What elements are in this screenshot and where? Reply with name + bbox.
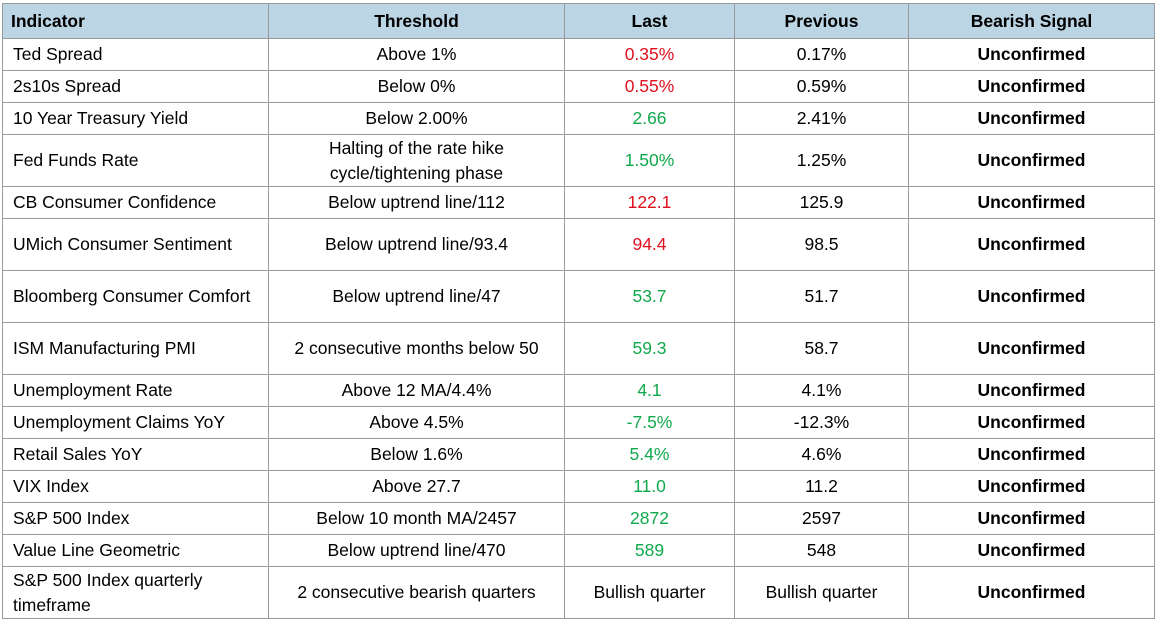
indicator-cell: Fed Funds Rate [2,134,269,187]
table-row: S&P 500 Index quarterly timeframe 2 cons… [2,566,1155,619]
previous-cell: 4.1% [734,374,909,407]
previous-cell: 58.7 [734,322,909,375]
previous-cell: 0.17% [734,38,909,71]
threshold-cell: Below uptrend line/47 [268,270,565,323]
table-row: ISM Manufacturing PMI 2 consecutive mont… [2,322,1155,375]
last-cell: 589 [564,534,735,567]
last-cell: 11.0 [564,470,735,503]
last-cell: 2872 [564,502,735,535]
threshold-cell: Below 0% [268,70,565,103]
indicator-cell: UMich Consumer Sentiment [2,218,269,271]
threshold-cell: Above 27.7 [268,470,565,503]
last-cell: Bullish quarter [564,566,735,619]
table-row: VIX Index Above 27.7 11.0 11.2 Unconfirm… [2,470,1155,503]
indicator-cell: CB Consumer Confidence [2,186,269,219]
indicator-table-wrapper: Indicator Threshold Last Previous Bearis… [2,3,1155,619]
indicator-cell: Ted Spread [2,38,269,71]
indicator-cell: S&P 500 Index [2,502,269,535]
header-threshold: Threshold [268,3,565,39]
signal-cell: Unconfirmed [908,134,1155,187]
indicator-cell: 10 Year Treasury Yield [2,102,269,135]
table-row: 2s10s Spread Below 0% 0.55% 0.59% Unconf… [2,70,1155,103]
threshold-cell: Below 2.00% [268,102,565,135]
bearish-indicator-table: Indicator Threshold Last Previous Bearis… [2,3,1155,619]
table-row: Unemployment Rate Above 12 MA/4.4% 4.1 4… [2,374,1155,407]
last-cell: 53.7 [564,270,735,323]
previous-cell: 11.2 [734,470,909,503]
last-cell: 4.1 [564,374,735,407]
last-cell: 94.4 [564,218,735,271]
last-cell: 5.4% [564,438,735,471]
threshold-cell: Above 12 MA/4.4% [268,374,565,407]
previous-cell: Bullish quarter [734,566,909,619]
signal-cell: Unconfirmed [908,566,1155,619]
threshold-cell: Below 10 month MA/2457 [268,502,565,535]
signal-cell: Unconfirmed [908,38,1155,71]
previous-cell: 1.25% [734,134,909,187]
signal-cell: Unconfirmed [908,270,1155,323]
previous-cell: 4.6% [734,438,909,471]
threshold-cell: Below uptrend line/93.4 [268,218,565,271]
table-row: 10 Year Treasury Yield Below 2.00% 2.66 … [2,102,1155,135]
signal-cell: Unconfirmed [908,470,1155,503]
signal-cell: Unconfirmed [908,502,1155,535]
table-row: UMich Consumer Sentiment Below uptrend l… [2,218,1155,271]
previous-cell: 98.5 [734,218,909,271]
header-row: Indicator Threshold Last Previous Bearis… [2,3,1155,39]
previous-cell: -12.3% [734,406,909,439]
previous-cell: 2597 [734,502,909,535]
signal-cell: Unconfirmed [908,374,1155,407]
table-row: Unemployment Claims YoY Above 4.5% -7.5%… [2,406,1155,439]
header-last: Last [564,3,735,39]
table-row: CB Consumer Confidence Below uptrend lin… [2,186,1155,219]
previous-cell: 125.9 [734,186,909,219]
signal-cell: Unconfirmed [908,70,1155,103]
table-row: Retail Sales YoY Below 1.6% 5.4% 4.6% Un… [2,438,1155,471]
indicator-cell: Retail Sales YoY [2,438,269,471]
table-row: Fed Funds Rate Halting of the rate hike … [2,134,1155,187]
indicator-cell: S&P 500 Index quarterly timeframe [2,566,269,619]
table-row: Value Line Geometric Below uptrend line/… [2,534,1155,567]
last-cell: 0.35% [564,38,735,71]
signal-cell: Unconfirmed [908,438,1155,471]
previous-cell: 2.41% [734,102,909,135]
threshold-cell: 2 consecutive months below 50 [268,322,565,375]
last-cell: 122.1 [564,186,735,219]
last-cell: 59.3 [564,322,735,375]
previous-cell: 0.59% [734,70,909,103]
indicator-cell: VIX Index [2,470,269,503]
threshold-cell: Halting of the rate hike cycle/tightenin… [268,134,565,187]
last-cell: -7.5% [564,406,735,439]
table-row: S&P 500 Index Below 10 month MA/2457 287… [2,502,1155,535]
indicator-cell: Value Line Geometric [2,534,269,567]
indicator-cell: Unemployment Rate [2,374,269,407]
threshold-cell: Above 1% [268,38,565,71]
table-row: Ted Spread Above 1% 0.35% 0.17% Unconfir… [2,38,1155,71]
last-cell: 1.50% [564,134,735,187]
signal-cell: Unconfirmed [908,102,1155,135]
signal-cell: Unconfirmed [908,186,1155,219]
indicator-cell: Unemployment Claims YoY [2,406,269,439]
header-indicator: Indicator [2,3,269,39]
previous-cell: 51.7 [734,270,909,323]
indicator-cell: ISM Manufacturing PMI [2,322,269,375]
threshold-cell: Below 1.6% [268,438,565,471]
indicator-cell: 2s10s Spread [2,70,269,103]
table-row: Bloomberg Consumer Comfort Below uptrend… [2,270,1155,323]
threshold-cell: Below uptrend line/112 [268,186,565,219]
last-cell: 0.55% [564,70,735,103]
indicator-cell: Bloomberg Consumer Comfort [2,270,269,323]
header-previous: Previous [734,3,909,39]
signal-cell: Unconfirmed [908,406,1155,439]
previous-cell: 548 [734,534,909,567]
signal-cell: Unconfirmed [908,322,1155,375]
threshold-cell: Above 4.5% [268,406,565,439]
threshold-cell: 2 consecutive bearish quarters [268,566,565,619]
threshold-cell: Below uptrend line/470 [268,534,565,567]
last-cell: 2.66 [564,102,735,135]
header-bearish-signal: Bearish Signal [908,3,1155,39]
signal-cell: Unconfirmed [908,534,1155,567]
signal-cell: Unconfirmed [908,218,1155,271]
